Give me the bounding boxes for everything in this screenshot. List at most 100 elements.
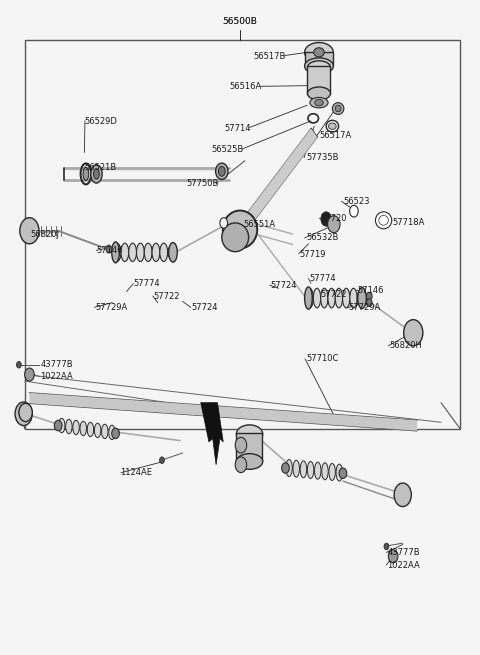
Text: 56521B: 56521B	[84, 163, 117, 172]
Ellipse shape	[160, 243, 168, 261]
Ellipse shape	[357, 291, 364, 305]
Ellipse shape	[152, 243, 160, 261]
Ellipse shape	[305, 43, 333, 62]
Circle shape	[159, 457, 164, 464]
Text: 56532B: 56532B	[306, 233, 338, 242]
Circle shape	[366, 292, 372, 300]
Text: 57710C: 57710C	[306, 354, 338, 364]
Bar	[236, 433, 263, 462]
Ellipse shape	[332, 103, 344, 115]
Circle shape	[106, 245, 112, 253]
Text: 57146: 57146	[357, 286, 384, 295]
Text: 57729A: 57729A	[348, 303, 381, 312]
Ellipse shape	[112, 242, 120, 263]
Text: 57722: 57722	[320, 290, 347, 299]
Ellipse shape	[358, 288, 366, 309]
Text: 56523: 56523	[343, 197, 370, 206]
Ellipse shape	[144, 243, 152, 261]
Ellipse shape	[335, 288, 343, 308]
Text: 43777B: 43777B	[387, 548, 420, 557]
Ellipse shape	[328, 288, 335, 308]
Ellipse shape	[314, 62, 324, 70]
Ellipse shape	[73, 421, 79, 435]
Ellipse shape	[129, 243, 136, 261]
Ellipse shape	[136, 243, 144, 261]
Text: 56500B: 56500B	[223, 17, 257, 26]
Ellipse shape	[379, 215, 388, 225]
Text: 56500B: 56500B	[223, 17, 257, 26]
Ellipse shape	[328, 123, 336, 130]
Text: 57735B: 57735B	[306, 153, 338, 162]
Ellipse shape	[308, 87, 330, 100]
Circle shape	[327, 215, 340, 233]
Text: 56529D: 56529D	[84, 117, 117, 126]
Text: 57724: 57724	[191, 303, 218, 312]
Ellipse shape	[300, 461, 307, 478]
Ellipse shape	[313, 288, 321, 308]
Circle shape	[339, 468, 347, 479]
Circle shape	[282, 463, 289, 474]
Circle shape	[15, 402, 32, 426]
Ellipse shape	[66, 419, 72, 434]
Text: 57774: 57774	[134, 279, 160, 288]
Text: 57774: 57774	[310, 274, 336, 283]
Text: 56517A: 56517A	[319, 132, 351, 140]
Ellipse shape	[315, 100, 323, 106]
Ellipse shape	[293, 460, 300, 477]
Text: 56820H: 56820H	[389, 341, 422, 350]
Ellipse shape	[83, 168, 89, 180]
Text: 1124AE: 1124AE	[120, 468, 152, 477]
Ellipse shape	[286, 460, 292, 477]
Ellipse shape	[59, 419, 65, 433]
Ellipse shape	[314, 48, 324, 57]
Circle shape	[20, 217, 39, 244]
Circle shape	[394, 483, 411, 506]
Bar	[305, 52, 333, 66]
Ellipse shape	[305, 58, 333, 74]
Ellipse shape	[218, 166, 225, 176]
Text: 1022AA: 1022AA	[40, 372, 73, 381]
Polygon shape	[29, 393, 417, 431]
Ellipse shape	[335, 105, 341, 112]
Text: 56525B: 56525B	[212, 145, 244, 153]
Ellipse shape	[321, 288, 328, 308]
Ellipse shape	[94, 169, 99, 179]
Circle shape	[16, 362, 21, 368]
Ellipse shape	[216, 163, 228, 179]
Ellipse shape	[329, 464, 336, 481]
Polygon shape	[246, 128, 317, 224]
Ellipse shape	[223, 210, 257, 248]
Ellipse shape	[109, 425, 115, 440]
Ellipse shape	[306, 288, 313, 308]
Text: 57720: 57720	[321, 214, 347, 223]
Ellipse shape	[305, 287, 312, 309]
Ellipse shape	[336, 464, 343, 481]
Ellipse shape	[222, 223, 249, 252]
Text: 57146: 57146	[96, 246, 123, 255]
Bar	[24, 40, 460, 429]
Text: 1022AA: 1022AA	[387, 561, 420, 570]
Text: 56516A: 56516A	[229, 83, 262, 92]
Text: 56517B: 56517B	[253, 52, 286, 61]
Ellipse shape	[322, 463, 328, 480]
Ellipse shape	[113, 243, 121, 261]
Ellipse shape	[350, 288, 357, 308]
Circle shape	[19, 403, 32, 422]
Circle shape	[112, 428, 120, 439]
Ellipse shape	[237, 454, 263, 470]
Ellipse shape	[121, 243, 129, 261]
Ellipse shape	[91, 165, 102, 183]
Text: 57722: 57722	[154, 291, 180, 301]
Ellipse shape	[168, 246, 175, 258]
Ellipse shape	[375, 212, 392, 229]
Text: 57750B: 57750B	[187, 179, 219, 188]
Ellipse shape	[343, 288, 350, 308]
Circle shape	[404, 320, 423, 346]
Ellipse shape	[80, 421, 86, 436]
Text: 56820J: 56820J	[31, 229, 60, 238]
Circle shape	[220, 217, 228, 228]
Ellipse shape	[237, 425, 263, 443]
Text: 57724: 57724	[270, 280, 297, 290]
Text: 43777B: 43777B	[40, 360, 73, 369]
Circle shape	[54, 421, 62, 431]
